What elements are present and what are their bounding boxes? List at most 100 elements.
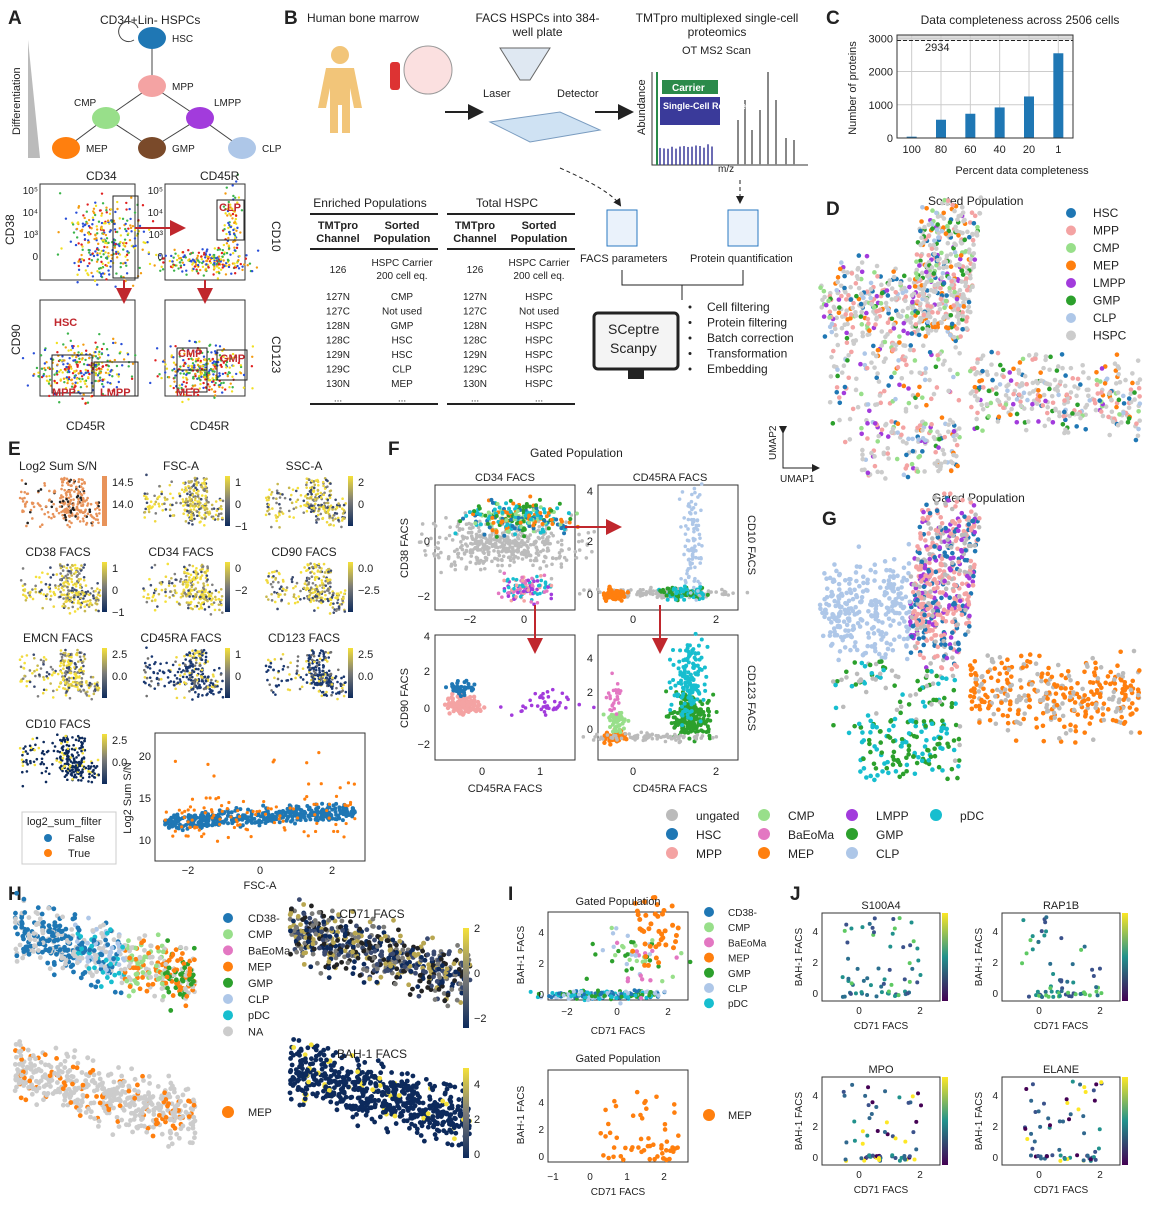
- channel-table: Enriched PopulationsTMTproChannelSortedP…: [310, 196, 438, 405]
- umap-point: [62, 667, 65, 671]
- umap-point: [174, 660, 177, 663]
- umap-point: [289, 661, 292, 665]
- umap-point: [191, 564, 195, 568]
- umap-point: [303, 566, 306, 569]
- umap-point: [82, 669, 85, 673]
- umap-point: [897, 340, 902, 345]
- umap-point: [206, 685, 210, 689]
- umap-point: [31, 671, 34, 675]
- umap-point: [906, 400, 912, 406]
- umap-point: [87, 694, 91, 698]
- facs-event: [96, 258, 100, 261]
- umap-point: [93, 688, 97, 691]
- umap-point: [1001, 405, 1006, 411]
- umap-point: [864, 253, 870, 259]
- reporter-label: Single-Cell Reporter: [663, 101, 750, 111]
- umap-point: [1074, 424, 1079, 429]
- umap-point: [45, 670, 49, 674]
- umap-point: [327, 567, 331, 571]
- umap-point: [972, 384, 978, 390]
- umap-point: [848, 284, 853, 290]
- umap-point: [273, 600, 277, 604]
- facs-event: [76, 273, 79, 276]
- umap-point: [24, 599, 28, 602]
- umap-point: [296, 659, 300, 663]
- umap-point: [946, 429, 951, 435]
- umap-point: [845, 317, 850, 322]
- umap-point: [144, 507, 147, 511]
- facs-event: [248, 262, 252, 265]
- umap-point: [921, 312, 927, 318]
- facs-parameters-label: FACS parameters: [580, 253, 668, 265]
- facs-event: [84, 382, 87, 386]
- facs-event: [181, 251, 185, 254]
- facs-event: [64, 217, 68, 220]
- facs-event: [201, 248, 204, 251]
- umap-point: [1014, 397, 1020, 402]
- umap-point: [65, 690, 68, 693]
- umap-point: [80, 684, 83, 688]
- facs-event: [130, 196, 133, 199]
- facs-event: [76, 281, 79, 284]
- facs-parameters-file-icon: [606, 209, 638, 247]
- umap-point: [964, 270, 970, 275]
- umap-point: [309, 490, 312, 494]
- umap-point: [287, 602, 291, 605]
- umap-point: [62, 593, 66, 597]
- umap-point: [81, 672, 85, 676]
- facs-event: [85, 385, 89, 388]
- umap-point: [20, 679, 23, 683]
- umap-point: [325, 577, 329, 581]
- umap-point: [974, 230, 979, 236]
- umap-point: [1110, 419, 1116, 425]
- facs-event: [94, 250, 97, 253]
- umap-point: [309, 598, 313, 601]
- facs-tick: 10³: [24, 230, 39, 241]
- umap-point: [946, 422, 951, 427]
- human-figure-icon: [318, 46, 362, 133]
- umap-point: [326, 673, 329, 677]
- umap-point: [905, 305, 911, 311]
- umap-point: [181, 669, 185, 672]
- umap-point: [168, 580, 171, 583]
- legend-marker-hspc: [1066, 330, 1076, 341]
- umap-point: [59, 652, 63, 656]
- umap-point: [68, 502, 72, 506]
- umap-point: [844, 340, 850, 346]
- umap-point: [312, 572, 316, 575]
- colorbar-tick: 0: [235, 563, 241, 575]
- umap-point: [872, 421, 878, 426]
- umap-point: [272, 496, 275, 500]
- umap-point: [68, 612, 72, 615]
- umap-point: [98, 588, 102, 592]
- umap-point: [270, 490, 274, 494]
- umap-point: [980, 368, 985, 374]
- umap-point: [951, 429, 957, 434]
- umap-point: [84, 584, 88, 587]
- facs-event: [118, 227, 121, 230]
- umap-point: [305, 681, 309, 684]
- umap-point: [189, 678, 193, 682]
- facs-event: [94, 204, 98, 208]
- umap-point: [179, 674, 182, 677]
- cell-mpp-icon: [138, 75, 166, 97]
- umap-point: [893, 295, 898, 301]
- umap-point: [193, 685, 196, 688]
- umap-point: [318, 566, 321, 569]
- table-cell: HSPC: [525, 379, 553, 390]
- umap-point: [311, 490, 315, 493]
- umap-point: [932, 238, 937, 243]
- umap-point: [918, 242, 923, 248]
- umap-point: [843, 312, 849, 317]
- facs-event: [199, 359, 202, 363]
- umap-point: [322, 504, 325, 508]
- facs-event: [35, 366, 39, 370]
- facs-event: [233, 272, 237, 275]
- umap-point: [319, 570, 322, 574]
- facs-event: [117, 373, 121, 376]
- facs-event: [133, 237, 137, 240]
- umap-point: [337, 502, 340, 505]
- umap-point: [316, 606, 320, 610]
- umap-point: [203, 517, 207, 520]
- facs-event: [81, 357, 84, 360]
